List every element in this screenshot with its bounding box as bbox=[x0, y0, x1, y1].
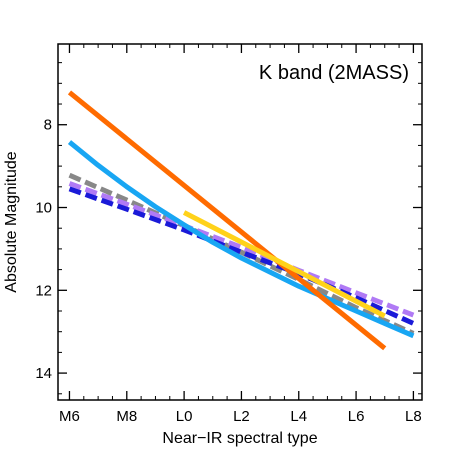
minor-ticks bbox=[58, 44, 422, 400]
x-tick-label: M6 bbox=[59, 408, 80, 425]
y-tick-labels: 8 10 12 14 bbox=[35, 117, 52, 382]
y-tick-label: 8 bbox=[44, 117, 52, 134]
y-tick-label: 12 bbox=[35, 282, 52, 299]
x-axis-label: Near−IR spectral type bbox=[162, 430, 317, 447]
y-tick-label: 10 bbox=[35, 200, 52, 217]
series-line-2 bbox=[68, 181, 415, 318]
x-tick-label: L6 bbox=[348, 408, 365, 425]
major-ticks bbox=[58, 44, 422, 400]
plot-frame bbox=[57, 43, 423, 401]
chart-title: K band (2MASS) bbox=[259, 62, 409, 84]
y-axis-label: Absolute Magnitude bbox=[3, 151, 20, 293]
y-tick-label: 14 bbox=[35, 365, 52, 382]
series-line-1 bbox=[68, 172, 415, 336]
x-tick-label: L0 bbox=[176, 408, 193, 425]
x-tick-label: L2 bbox=[233, 408, 250, 425]
series-line-5 bbox=[67, 90, 387, 351]
series-line-4 bbox=[67, 140, 415, 339]
x-tick-label: M8 bbox=[116, 408, 137, 425]
series-group bbox=[67, 90, 415, 351]
x-tick-labels: M6 M8 L0 L2 L4 L6 L8 bbox=[59, 408, 422, 425]
x-tick-label: L4 bbox=[290, 408, 307, 425]
series-line-3 bbox=[68, 186, 415, 326]
x-tick-label: L8 bbox=[405, 408, 422, 425]
series-line-6 bbox=[182, 210, 386, 319]
